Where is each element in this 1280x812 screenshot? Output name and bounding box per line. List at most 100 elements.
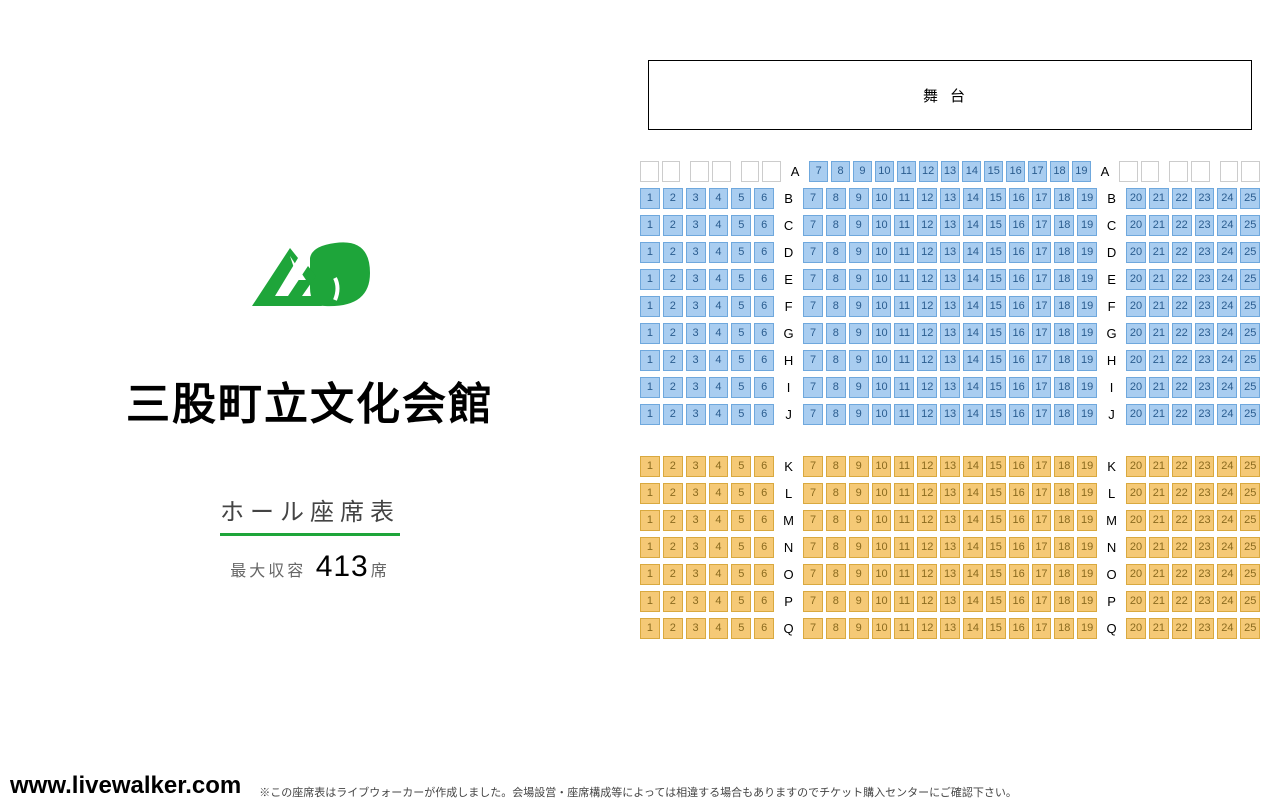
seat-blank	[1119, 161, 1138, 182]
seat: 1	[640, 188, 660, 209]
row-label: K	[781, 459, 796, 474]
seat: 4	[709, 269, 729, 290]
seat: 7	[803, 377, 823, 398]
seat: 2	[663, 618, 683, 639]
seat: 25	[1240, 537, 1260, 558]
seat: 10	[872, 242, 892, 263]
seat: 13	[940, 591, 960, 612]
seat: 22	[1172, 618, 1192, 639]
seat: 7	[803, 618, 823, 639]
seat: 14	[963, 483, 983, 504]
seat: 22	[1172, 404, 1192, 425]
seat: 11	[894, 564, 914, 585]
seat: 8	[826, 537, 846, 558]
seat: 16	[1009, 350, 1029, 371]
row-label: E	[781, 272, 796, 287]
seat: 17	[1032, 188, 1052, 209]
seat: 13	[940, 269, 960, 290]
seat: 2	[663, 377, 683, 398]
seat: 19	[1077, 296, 1097, 317]
seat: 17	[1032, 404, 1052, 425]
seat: 24	[1217, 537, 1237, 558]
seat: 16	[1009, 591, 1029, 612]
seat: 15	[986, 377, 1006, 398]
seat: 21	[1149, 269, 1169, 290]
seat: 6	[754, 456, 774, 477]
seat: 7	[803, 483, 823, 504]
seat: 7	[803, 564, 823, 585]
row-label: E	[1104, 272, 1119, 287]
seat: 17	[1032, 323, 1052, 344]
seat-blank	[1191, 161, 1210, 182]
seat: 3	[686, 456, 706, 477]
seat: 5	[731, 591, 751, 612]
seat: 22	[1172, 269, 1192, 290]
footer: www.livewalker.com ※この座席表はライブウォーカーが作成しまし…	[10, 772, 1270, 800]
seat: 7	[803, 188, 823, 209]
stage-label: 舞台	[923, 85, 977, 106]
disclaimer: ※この座席表はライブウォーカーが作成しました。会場設営・座席構成等によっては相違…	[259, 784, 1270, 800]
seat: 3	[686, 269, 706, 290]
seat: 18	[1054, 483, 1074, 504]
seat: 20	[1126, 537, 1146, 558]
seat: 25	[1240, 242, 1260, 263]
seat: 22	[1172, 456, 1192, 477]
seat: 22	[1172, 188, 1192, 209]
seat: 3	[686, 404, 706, 425]
seat: 17	[1032, 296, 1052, 317]
seat: 23	[1195, 510, 1215, 531]
seat: 7	[809, 161, 828, 182]
seat: 17	[1032, 591, 1052, 612]
row-label: F	[1104, 299, 1119, 314]
seat: 5	[731, 188, 751, 209]
seat: 6	[754, 350, 774, 371]
seat: 4	[709, 483, 729, 504]
seat-row: 123456B78910111213141516171819B202122232…	[640, 187, 1260, 209]
seat: 18	[1054, 350, 1074, 371]
seat: 9	[849, 269, 869, 290]
seat: 12	[917, 323, 937, 344]
seat: 12	[917, 377, 937, 398]
seat: 23	[1195, 537, 1215, 558]
seat: 5	[731, 377, 751, 398]
seat: 24	[1217, 323, 1237, 344]
seat: 6	[754, 483, 774, 504]
row-label: A	[788, 164, 802, 179]
seat: 19	[1077, 483, 1097, 504]
seat: 4	[709, 242, 729, 263]
seat: 14	[963, 618, 983, 639]
seat: 3	[686, 215, 706, 236]
seat: 11	[894, 323, 914, 344]
seat: 9	[849, 456, 869, 477]
seat: 21	[1149, 510, 1169, 531]
row-label: P	[1104, 594, 1119, 609]
seat: 24	[1217, 591, 1237, 612]
seat: 8	[826, 404, 846, 425]
seat-blank	[1169, 161, 1188, 182]
capacity: 最大収容 413席	[230, 550, 390, 584]
row-label: O	[781, 567, 796, 582]
seat: 19	[1072, 161, 1091, 182]
seat: 5	[731, 269, 751, 290]
seat: 12	[917, 188, 937, 209]
seat: 12	[917, 537, 937, 558]
seat: 2	[663, 456, 683, 477]
seat: 19	[1077, 188, 1097, 209]
seat: 11	[894, 269, 914, 290]
seat: 3	[686, 323, 706, 344]
row-label: P	[781, 594, 796, 609]
row-label: N	[1104, 540, 1119, 555]
seat-blank	[762, 161, 781, 182]
seat: 3	[686, 483, 706, 504]
seat-row: A78910111213141516171819A	[640, 160, 1260, 182]
seat: 22	[1172, 350, 1192, 371]
seat: 8	[826, 323, 846, 344]
seat: 15	[986, 404, 1006, 425]
seat: 15	[986, 456, 1006, 477]
seat: 19	[1077, 404, 1097, 425]
seat: 18	[1054, 618, 1074, 639]
seating-panel: 舞台 A78910111213141516171819A123456B78910…	[640, 60, 1260, 639]
seat: 13	[940, 377, 960, 398]
seat: 7	[803, 323, 823, 344]
seat: 20	[1126, 323, 1146, 344]
